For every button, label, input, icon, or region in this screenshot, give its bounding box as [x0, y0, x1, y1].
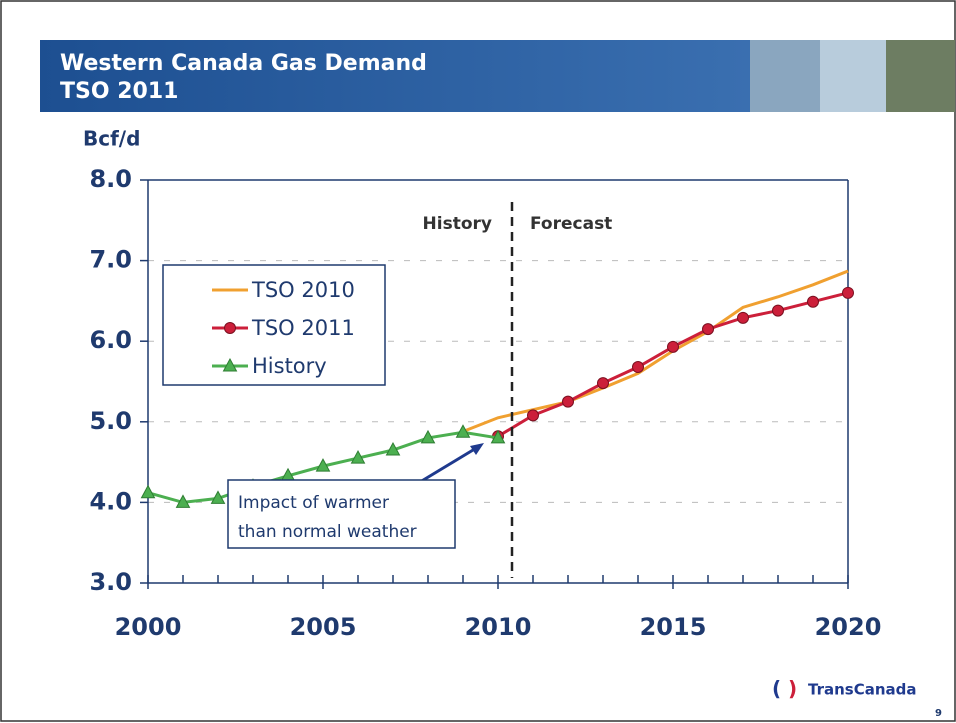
x-tick-label: 2015	[640, 613, 707, 641]
subtitle: TSO 2011	[60, 79, 178, 104]
x-tick-label: 2005	[290, 613, 357, 641]
y-tick-label: 3.0	[89, 568, 132, 596]
point	[210, 490, 226, 504]
arrow-head	[470, 443, 484, 455]
header-band	[40, 40, 750, 112]
annotation: than normal weather	[238, 522, 417, 542]
series-line	[462, 269, 849, 433]
x-tick-label: 2000	[115, 613, 182, 641]
point	[455, 424, 471, 438]
annotation: Impact of warmer	[238, 493, 389, 513]
point	[597, 377, 609, 390]
point	[490, 429, 506, 444]
header-image	[750, 40, 820, 112]
point	[667, 340, 679, 353]
point	[140, 484, 156, 499]
point	[385, 441, 401, 456]
header-image	[820, 40, 886, 112]
legend: TSO 2010 TSO 2011 History	[162, 264, 386, 386]
y-tick-label: 7.0	[89, 246, 132, 274]
point	[315, 458, 331, 472]
annotation-arrow	[419, 445, 479, 484]
point	[224, 322, 236, 334]
annotation: History	[423, 214, 492, 234]
logo: TransCanada	[808, 681, 917, 699]
annotation: Forecast	[530, 214, 612, 234]
point	[702, 323, 714, 336]
point	[772, 304, 784, 317]
point	[737, 311, 749, 324]
point	[842, 286, 854, 299]
point	[222, 357, 238, 372]
point	[562, 395, 574, 408]
legend-label: TSO 2010	[251, 278, 355, 302]
y-tick-label: 8.0	[89, 165, 132, 193]
point	[527, 409, 539, 422]
x-tick-label: 2020	[815, 613, 882, 641]
logo-icon: (	[772, 677, 781, 701]
y-tick-label: 4.0	[89, 487, 132, 515]
title: Western Canada Gas Demand	[60, 51, 427, 76]
x-tick-label: 2010	[465, 613, 532, 641]
y-axis-label: Bcf/d	[83, 127, 140, 151]
logo-icon: )	[788, 677, 797, 701]
annotation-box	[227, 479, 456, 549]
legend-box	[162, 264, 386, 386]
y-tick-label: 5.0	[89, 407, 132, 435]
y-tick-label: 6.0	[89, 326, 132, 354]
legend-label: History	[252, 354, 327, 378]
point	[175, 494, 191, 508]
point	[420, 429, 436, 444]
page-number: 9	[935, 708, 942, 719]
point	[807, 295, 819, 308]
point	[632, 360, 644, 373]
point	[350, 450, 366, 464]
header-image	[886, 40, 955, 112]
legend-label: TSO 2011	[251, 316, 355, 340]
